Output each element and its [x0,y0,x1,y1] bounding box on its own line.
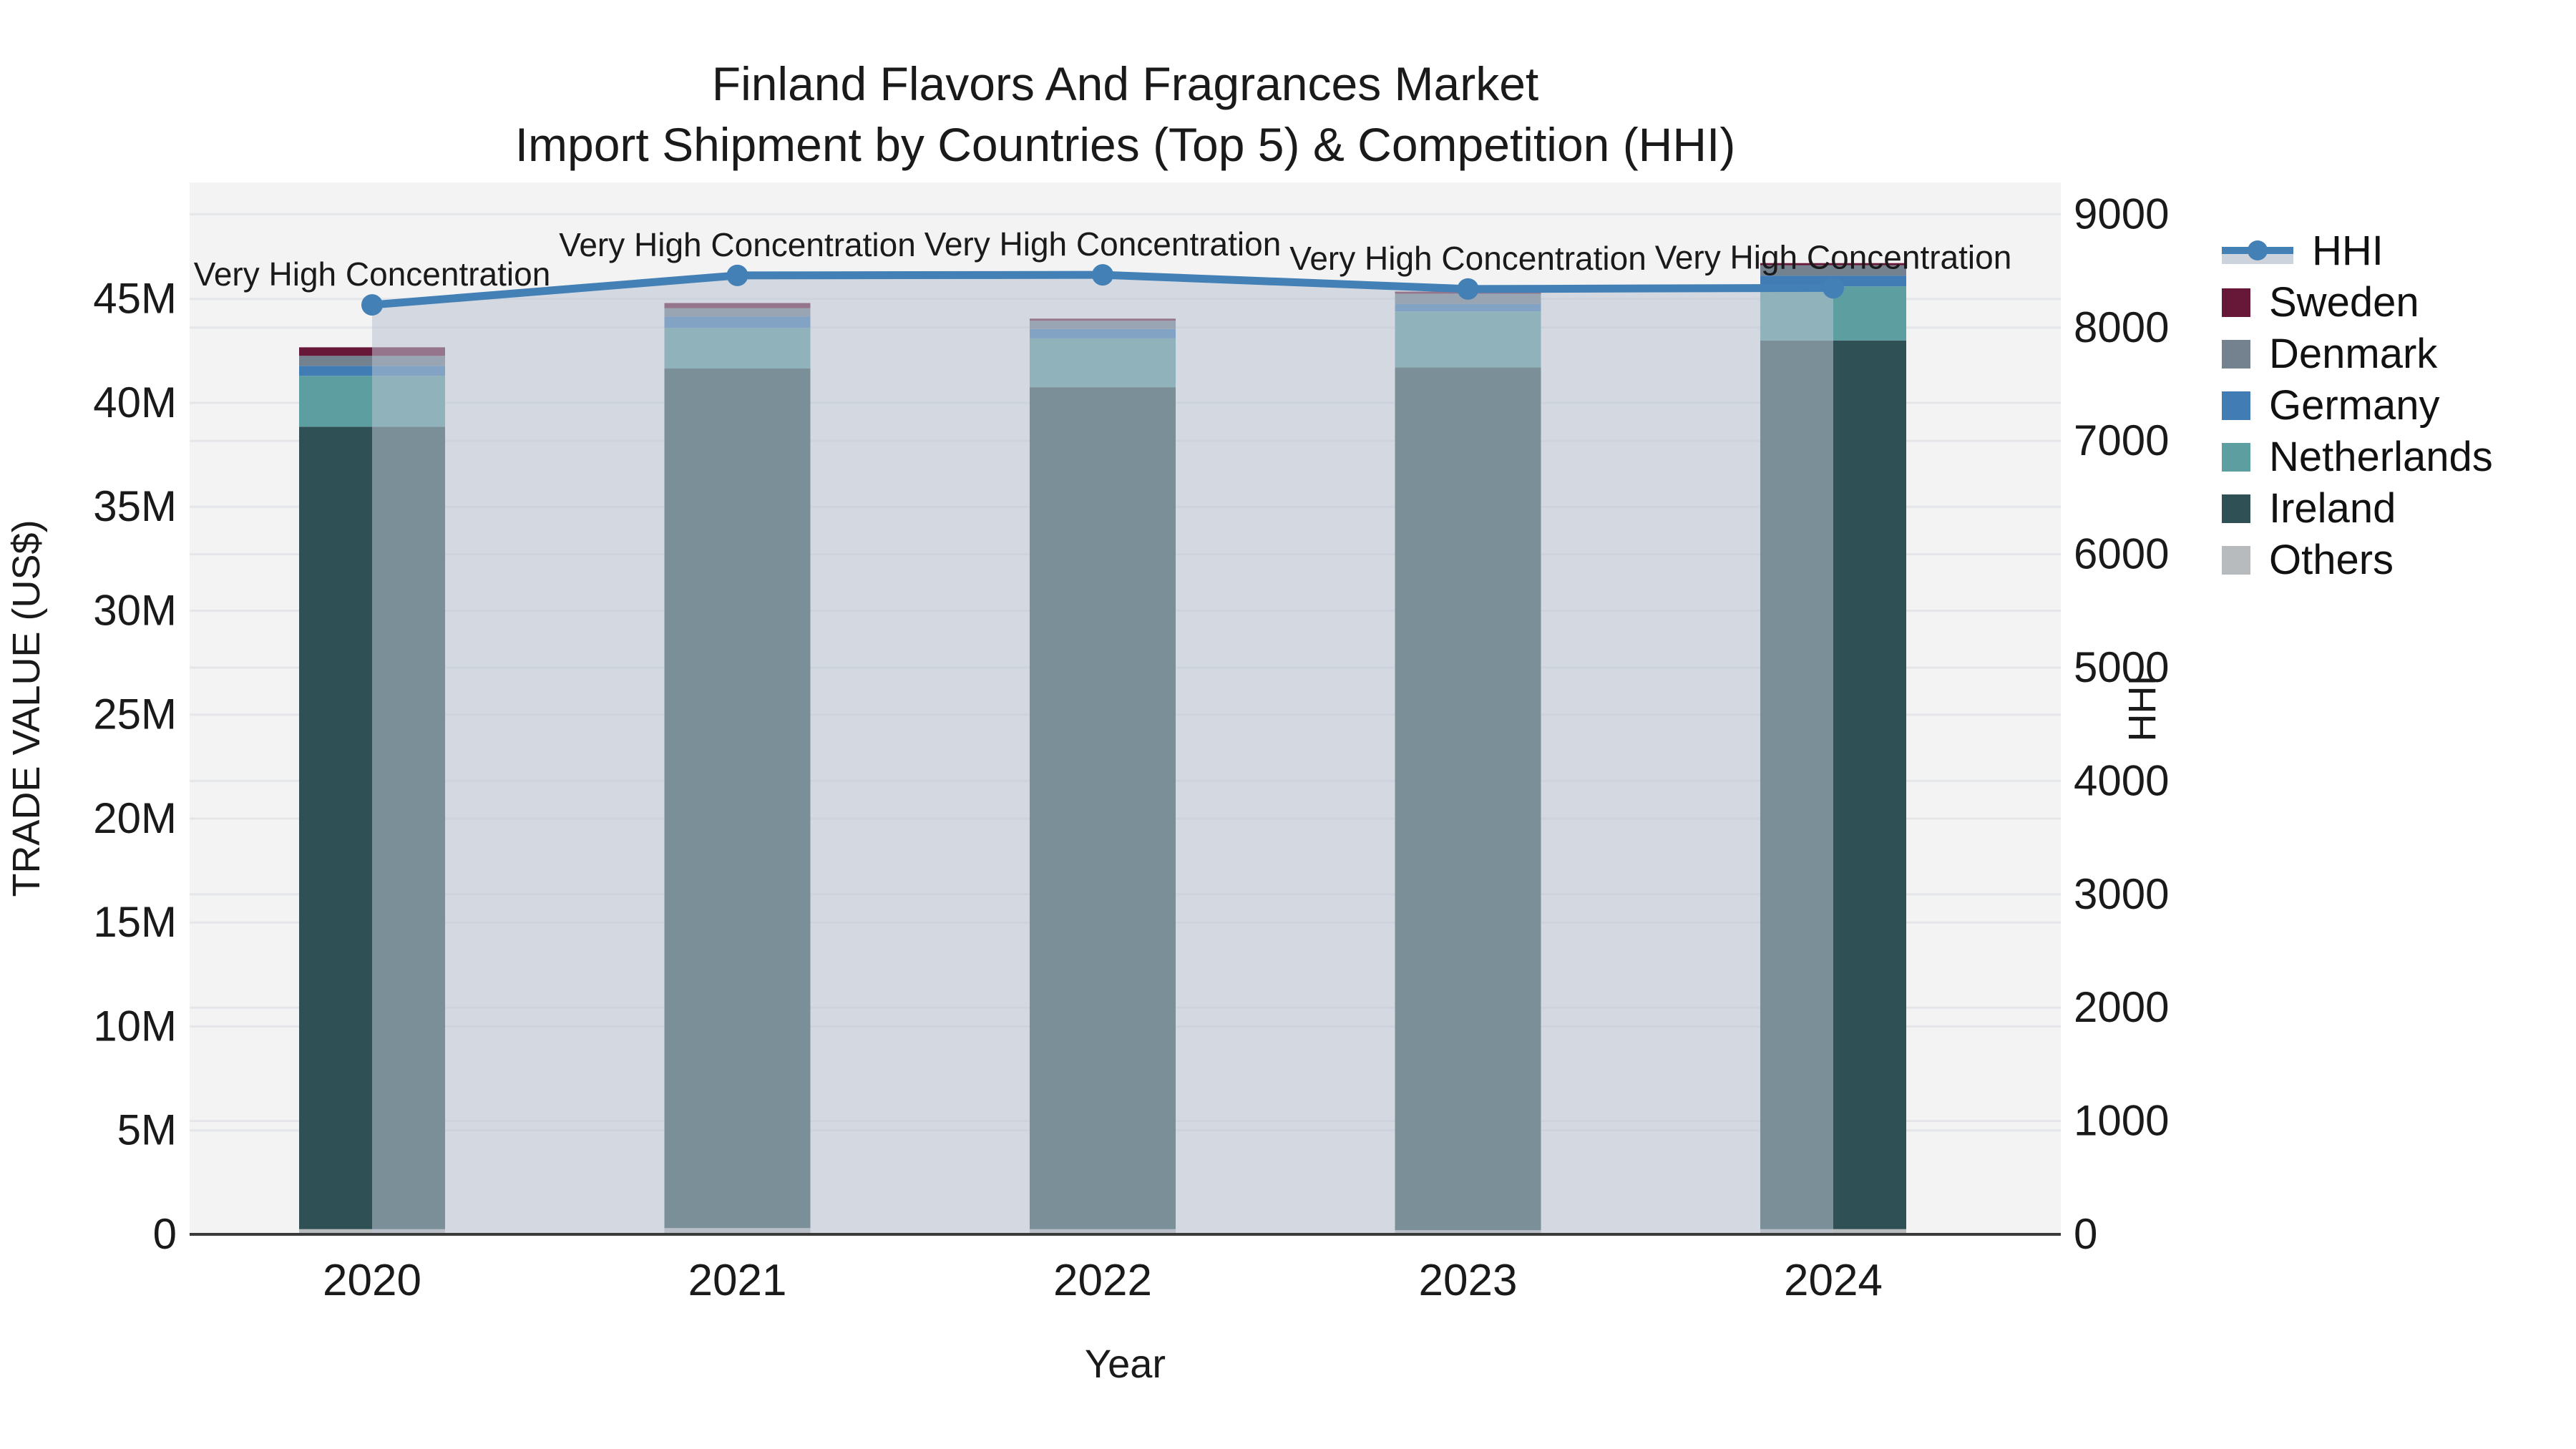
left-tick-35M: 35M [93,482,177,530]
bar-segment-sweden-2024 [1760,263,1906,265]
left-tick-40M: 40M [93,379,177,426]
right-tick-3000: 3000 [2074,870,2169,918]
left-tick-25M: 25M [93,691,177,738]
right-tick-0: 0 [2074,1210,2097,1258]
legend: HHI Sweden Denmark Germany Netherlands Irelan… [2222,230,2493,581]
legend-item-germany: Germany [2222,385,2493,426]
right-tick-6000: 6000 [2074,530,2169,578]
right-tick-2000: 2000 [2074,983,2169,1031]
right-axis-title: HHI [2121,675,2164,742]
legend-item-ireland: Ireland [2222,488,2493,530]
annotation-2021: Very High Concentration [559,226,916,263]
left-tick-45M: 45M [93,275,177,323]
hhi-marker-2024 [1823,277,1844,299]
hhi-marker-2022 [1092,264,1113,286]
left-tick-10M: 10M [93,1002,177,1050]
legend-label-ireland: Ireland [2269,485,2396,532]
right-tick-8000: 8000 [2074,303,2169,351]
x-axis-title: Year [1085,1341,1166,1386]
chart-title-line1: Finland Flavors And Fragrances Market [712,57,1538,110]
x-tick-2024: 2024 [1784,1256,1883,1305]
hhi-area-fill [372,275,1833,1234]
annotation-2022: Very High Concentration [924,225,1282,263]
left-tick-30M: 30M [93,586,177,634]
right-tick-5000: 5000 [2074,643,2169,691]
germany-color-swatch [2222,391,2250,420]
annotation-2020: Very High Concentration [194,255,551,293]
x-tick-2023: 2023 [1419,1256,1518,1305]
sweden-color-swatch [2222,288,2250,317]
right-tick-4000: 4000 [2074,756,2169,804]
annotation-2024: Very High Concentration [1655,238,2012,275]
legend-label-netherlands: Netherlands [2269,434,2493,480]
hhi-swatch-dot [2248,240,2268,260]
legend-item-denmark: Denmark [2222,333,2493,375]
legend-item-others: Others [2222,540,2493,581]
x-tick-2021: 2021 [688,1256,787,1305]
right-tick-1000: 1000 [2074,1097,2169,1145]
others-color-swatch [2222,546,2250,575]
right-tick-7000: 7000 [2074,416,2169,464]
legend-item-sweden: Sweden [2222,282,2493,323]
chart-title-line2: Import Shipment by Countries (Top 5) & C… [515,118,1736,171]
left-tick-0: 0 [153,1210,177,1258]
bar-segment-denmark-2024 [1760,265,1906,276]
right-tick-9000: 9000 [2074,190,2169,238]
annotation-2023: Very High Concentration [1289,240,1646,277]
left-tick-15M: 15M [93,898,177,946]
x-tick-2022: 2022 [1053,1256,1152,1305]
legend-item-netherlands: Netherlands [2222,436,2493,478]
hhi-marker-2023 [1457,278,1479,300]
legend-label-germany: Germany [2269,382,2440,429]
legend-label-sweden: Sweden [2269,279,2419,326]
netherlands-color-swatch [2222,443,2250,472]
hhi-marker-2020 [361,294,383,316]
hhi-line-swatch [2222,235,2293,267]
legend-label-others: Others [2269,537,2394,583]
left-tick-20M: 20M [93,794,177,842]
left-axis-title: TRADE VALUE (US$) [5,519,48,897]
legend-label-denmark: Denmark [2269,331,2438,377]
hhi-marker-2021 [726,264,748,286]
left-tick-5M: 5M [117,1106,177,1154]
ireland-color-swatch [2222,494,2250,523]
legend-label-hhi: HHI [2312,228,2384,274]
legend-item-hhi: HHI [2222,230,2493,272]
x-tick-2020: 2020 [323,1256,421,1305]
denmark-color-swatch [2222,340,2250,369]
